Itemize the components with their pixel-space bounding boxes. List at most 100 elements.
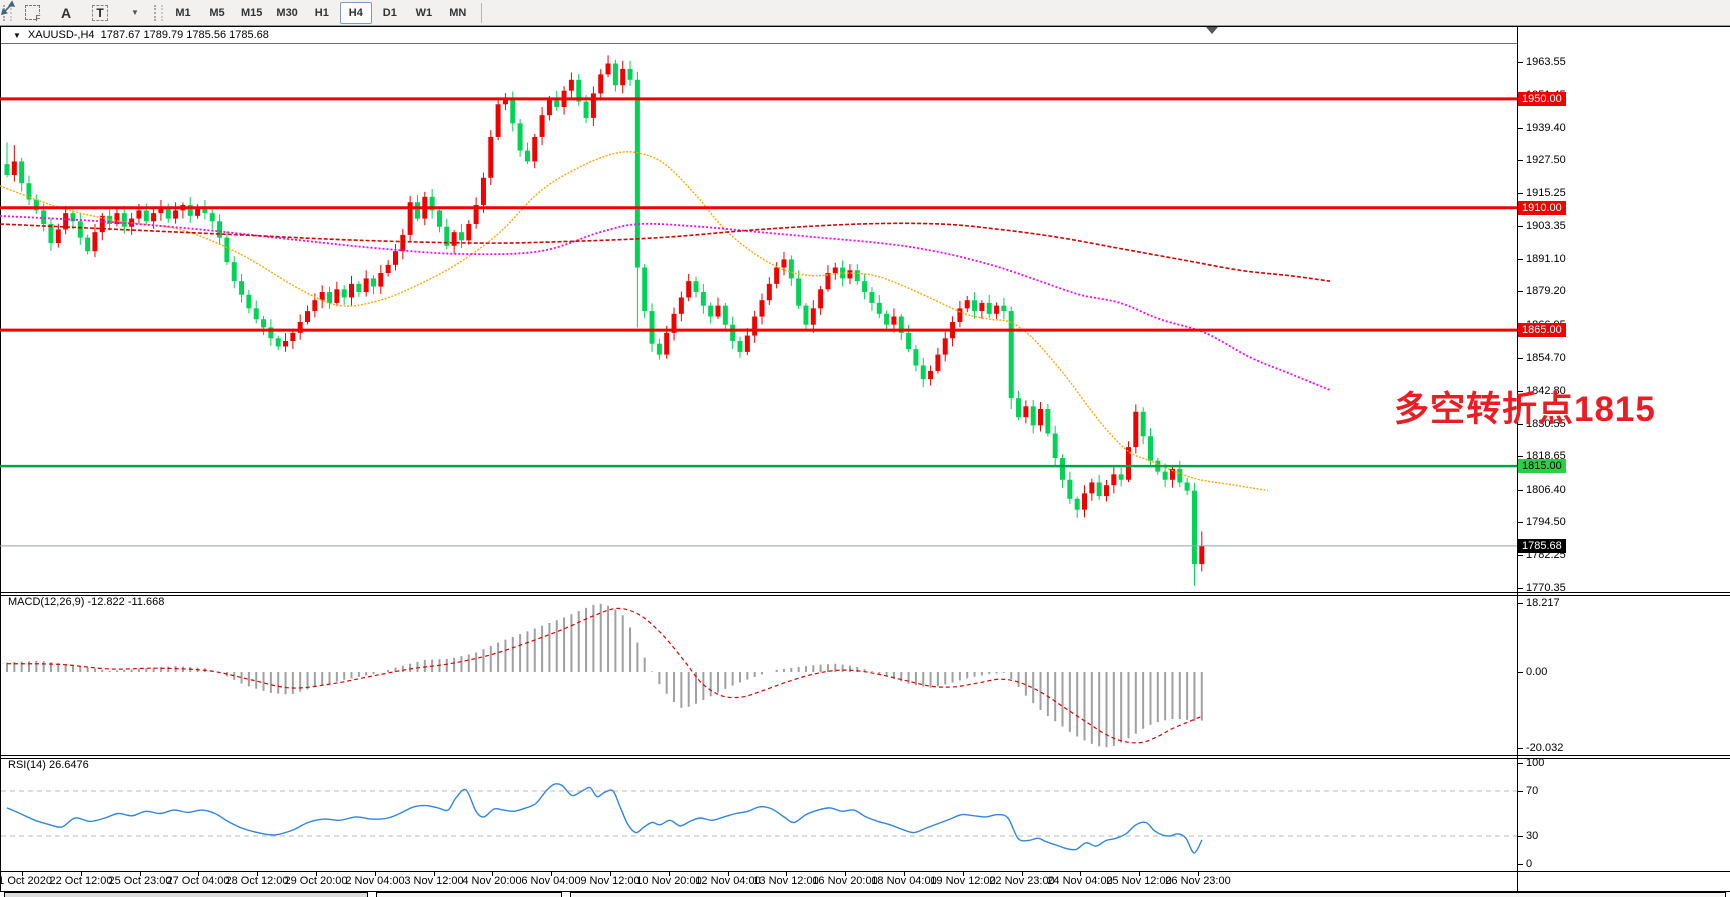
x-axis-tick-mark	[434, 872, 435, 876]
rsi-label: RSI(14) 26.6476	[8, 759, 89, 771]
candles[interactable]	[4, 55, 1205, 586]
timeframe-button-mn[interactable]: MN	[449, 6, 467, 19]
level-badge-191000[interactable]: 1910.00	[1518, 201, 1566, 215]
x-axis-tick-mark	[904, 872, 905, 876]
cursor-arrows-button[interactable]: ▼	[0, 0, 150, 24]
x-axis-label: 2 Nov 04:00	[345, 875, 405, 887]
chevron-down-icon: ▼	[131, 8, 139, 17]
timeframe-button-h1[interactable]: H1	[314, 6, 329, 19]
x-axis-label: 25 Nov 12:00	[1106, 875, 1172, 887]
x-axis-tick-mark	[1139, 872, 1140, 876]
x-axis-tick-mark	[140, 872, 141, 876]
x-axis-label: 18 Nov 04:00	[871, 875, 937, 887]
x-axis-label: 12 Nov 04:00	[695, 875, 761, 887]
timeframe-button-m5[interactable]: M5	[209, 6, 225, 19]
rsi-tick-mark	[1518, 864, 1523, 865]
price-tick-label: 1963.55	[1526, 56, 1566, 68]
chart-top-border	[0, 26, 1730, 27]
text-label-button[interactable]: T	[84, 2, 116, 24]
x-axis-label: 24 Nov 04:00	[1047, 875, 1113, 887]
letter-a-icon: A	[60, 4, 72, 21]
x-axis-label: 4 Nov 20:00	[462, 875, 522, 887]
chart-tab-2[interactable]	[376, 892, 562, 897]
price-tick-mark	[1518, 291, 1523, 292]
font-tool-button[interactable]: A	[50, 2, 82, 24]
timeframe-button-h4[interactable]: H4	[339, 1, 372, 24]
ma-slow-red[interactable]	[0, 222, 1331, 282]
chart-tab-1[interactable]	[4, 892, 368, 897]
current-price-badge: 1785.68	[1518, 539, 1566, 553]
timeframe-button-m1[interactable]: M1	[175, 6, 191, 19]
price-tick-mark	[1518, 358, 1523, 359]
x-axis-label: 22 Nov 23:00	[989, 875, 1055, 887]
chart-annotation-text[interactable]: 多空转折点1815	[1394, 390, 1656, 429]
scroll-position-marker-icon[interactable]	[1206, 27, 1218, 34]
rsi-separator-bottom[interactable]	[0, 758, 1730, 759]
level-lines[interactable]	[0, 97, 1517, 468]
macd-tick-label: 18.217	[1526, 597, 1560, 609]
price-tick-label: 1794.50	[1526, 516, 1566, 528]
rsi-tick-label: 70	[1526, 785, 1539, 797]
x-axis-label: 25 Oct 23:00	[108, 875, 172, 887]
rsi-tick-mark	[1518, 763, 1523, 764]
ma-fast-orange[interactable]	[0, 151, 1269, 492]
level-badge-186500[interactable]: 1865.00	[1518, 323, 1566, 337]
level-badge-195000[interactable]: 1950.00	[1518, 92, 1566, 106]
x-axis-label: 16 Nov 20:00	[812, 875, 878, 887]
timeframe-button-m15[interactable]: M15	[241, 6, 263, 19]
collapse-triangle-icon[interactable]: ▼	[13, 30, 21, 40]
level-badge-181500[interactable]: 1815.00	[1518, 459, 1566, 473]
price-tick-mark	[1518, 259, 1523, 260]
macd-tick-mark	[1518, 748, 1523, 749]
price-tick-label: 1830.55	[1526, 418, 1566, 430]
x-axis-tick-mark	[610, 872, 611, 876]
ma-mid-magenta[interactable]	[0, 215, 1331, 391]
x-axis-label: 13 Nov 12:00	[753, 875, 819, 887]
timeframe-button-d1[interactable]: D1	[382, 6, 397, 19]
x-axis-tick-mark	[198, 872, 199, 876]
text-icon: T	[92, 4, 108, 21]
price-tick-label: 1842.80	[1526, 385, 1566, 397]
price-tick-label: 1939.40	[1526, 122, 1566, 134]
x-axis-tick-mark	[1022, 872, 1023, 876]
x-axis-tick-mark	[81, 872, 82, 876]
price-tick-label: 1891.10	[1526, 253, 1566, 265]
price-tick-label: 1927.50	[1526, 154, 1566, 166]
macd-separator-bottom[interactable]	[0, 595, 1730, 596]
price-tick-mark	[1518, 160, 1523, 161]
price-tick-mark	[1518, 391, 1523, 392]
price-tick-mark	[1518, 226, 1523, 227]
price-tick-mark	[1518, 62, 1523, 63]
freehand-icon: F	[24, 5, 41, 23]
macd-separator-top[interactable]	[0, 592, 1730, 593]
freehand-draw-button[interactable]: F	[16, 2, 48, 24]
toolbar-section-grip[interactable]	[154, 4, 163, 21]
x-axis-tick-mark	[669, 872, 670, 876]
timeframe-button-m30[interactable]: M30	[276, 6, 298, 19]
price-tick-label: 1915.25	[1526, 187, 1566, 199]
x-axis-label: 19 Nov 12:00	[930, 875, 996, 887]
rsi-tick-label: 30	[1526, 830, 1539, 842]
x-axis-tick-mark	[786, 872, 787, 876]
timeframe-button-w1[interactable]: W1	[415, 6, 433, 19]
x-axis-label: 10 Nov 20:00	[636, 875, 702, 887]
price-tick-mark	[1518, 128, 1523, 129]
chart-tab-3[interactable]	[570, 892, 1726, 897]
x-axis-tick-mark	[492, 872, 493, 876]
chart-left-border	[0, 26, 1, 891]
macd-tick-mark	[1518, 672, 1523, 673]
x-axis-label: 21 Oct 2020	[0, 875, 52, 887]
plot-axis-divider	[1517, 26, 1518, 891]
x-axis-label: 27 Oct 04:00	[166, 875, 230, 887]
rsi-tick-mark	[1518, 836, 1523, 837]
price-tick-mark	[1518, 456, 1523, 457]
x-axis-label: 29 Oct 20:00	[284, 875, 348, 887]
x-axis-tick-mark	[316, 872, 317, 876]
rsi-separator-top[interactable]	[0, 755, 1730, 756]
macd-signal-line	[6, 607, 1203, 744]
macd-tick-label: -20.032	[1526, 742, 1564, 754]
x-axis-tick-mark	[963, 872, 964, 876]
x-axis-label: 6 Nov 04:00	[521, 875, 581, 887]
rsi-bottom-border	[0, 871, 1730, 872]
